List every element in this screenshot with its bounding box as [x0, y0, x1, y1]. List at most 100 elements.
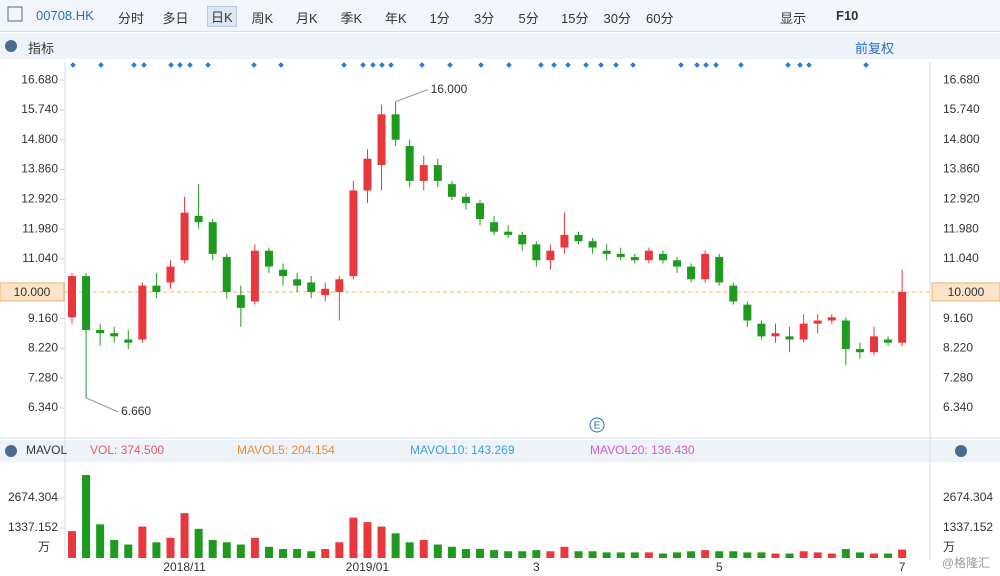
period-tab[interactable]: 周K: [251, 11, 274, 26]
candle-body: [827, 317, 836, 321]
y-tick-label: 9.160: [28, 311, 58, 325]
f10[interactable]: F10: [836, 8, 859, 23]
sidebar-toggle[interactable]: [7, 6, 23, 22]
candle-body: [715, 257, 724, 283]
candle-body: [208, 222, 217, 254]
x-tick-label: 5: [716, 560, 723, 574]
volume-bar: [630, 552, 639, 558]
volume-bar: [208, 540, 217, 558]
event-marker-circle[interactable]: [589, 417, 605, 433]
y-tick-label: 11.040: [22, 251, 58, 265]
period-tab[interactable]: 15分: [561, 11, 589, 26]
period-tab[interactable]: 日K: [207, 6, 237, 27]
candle-body: [307, 282, 316, 292]
candle-body: [785, 336, 794, 340]
candle-body: [701, 253, 710, 280]
event-diamond: [703, 62, 709, 68]
price-tag-label: 10.000: [948, 285, 985, 299]
y-tick-label-right: 6.340: [943, 400, 973, 414]
volume-bar: [602, 552, 611, 558]
watermark: @格隆汇: [942, 555, 990, 570]
candle-body: [279, 269, 288, 277]
volume-bar: [574, 551, 583, 558]
y-tick-label-right: 1337.152: [943, 520, 993, 534]
y-tick-label: 1337.152: [8, 520, 58, 534]
event-diamond: [863, 62, 869, 68]
volume-bar: [546, 551, 555, 558]
volume-bar: [715, 551, 724, 558]
indicator-title[interactable]: 指标: [28, 41, 55, 56]
panel-title: MAVOL: [26, 443, 67, 457]
candle-body: [82, 276, 91, 331]
symbol[interactable]: 00708.HK: [36, 8, 94, 23]
candle-body: [166, 266, 175, 283]
volume-bar: [729, 551, 738, 558]
x-tick-label: 2019/01: [346, 560, 390, 574]
period-tab[interactable]: 1分: [429, 11, 450, 26]
volume-bar: [152, 542, 161, 558]
y-tick-label: 7.280: [28, 370, 58, 384]
y-tick-label-right: 12.920: [943, 192, 980, 206]
volume-bar: [349, 517, 358, 558]
x-tick-label: 2018/11: [163, 560, 206, 574]
candle-body: [630, 257, 639, 261]
volume-bar: [110, 540, 119, 558]
y-tick-label: 16.680: [21, 72, 58, 86]
candle-body: [321, 288, 330, 296]
volume-bar: [476, 549, 485, 558]
candle-body: [855, 349, 864, 353]
period-tab[interactable]: 3分: [474, 11, 495, 26]
event-diamond: [506, 62, 512, 68]
adjust[interactable]: 前复权: [855, 41, 895, 56]
volume-bar: [307, 551, 316, 558]
annotation-leader: [395, 89, 428, 103]
candle-body: [349, 190, 358, 277]
candle-body: [687, 266, 696, 280]
candle-body: [194, 215, 203, 223]
period-tab[interactable]: 5分: [518, 11, 539, 26]
period-tab[interactable]: 多日: [162, 11, 189, 26]
price-tag: [931, 282, 1000, 302]
candle-body: [180, 212, 189, 261]
period-tab[interactable]: 60分: [646, 11, 674, 26]
volume-bar: [461, 549, 470, 558]
candle-body: [757, 323, 766, 337]
event-diamond: [341, 62, 347, 68]
y-tick-label-right: 11.040: [943, 251, 979, 265]
event-diamond: [141, 62, 147, 68]
volume-bar: [658, 553, 667, 558]
candle-body: [898, 291, 907, 343]
volume-bar: [377, 526, 386, 558]
collapse-icon[interactable]: [5, 445, 17, 457]
event-marker[interactable]: E: [594, 421, 601, 432]
y-tick-label-right: 7.280: [943, 370, 973, 384]
candle-body: [264, 250, 273, 267]
period-tab[interactable]: 30分: [603, 11, 631, 26]
legend-item: MAVOL5: 204.154: [237, 443, 335, 457]
period-tab[interactable]: 分时: [118, 11, 145, 26]
volume-bar: [518, 551, 527, 558]
period-tab[interactable]: 年K: [385, 11, 407, 26]
volume-bar: [813, 552, 822, 558]
volume-bar: [841, 549, 850, 558]
volume-bar: [644, 552, 653, 558]
event-diamond: [205, 62, 211, 68]
collapse-icon[interactable]: [5, 40, 17, 52]
candle-body: [96, 330, 105, 334]
volume-bar: [560, 546, 569, 558]
unit-label-right: 万: [943, 540, 955, 554]
volume-bar: [279, 549, 288, 558]
period-tab[interactable]: 月K: [296, 11, 318, 26]
volume-bar: [827, 553, 836, 558]
candle-body: [884, 339, 893, 343]
period-tab[interactable]: 季K: [340, 11, 363, 26]
volume-bar: [869, 553, 878, 558]
candle-body: [250, 250, 259, 302]
x-tick-label: 3: [533, 560, 540, 574]
candle-body: [293, 279, 302, 286]
candle-body: [841, 320, 850, 350]
display[interactable]: 显示: [780, 11, 807, 26]
close-icon[interactable]: [955, 445, 967, 457]
event-diamond: [551, 62, 557, 68]
